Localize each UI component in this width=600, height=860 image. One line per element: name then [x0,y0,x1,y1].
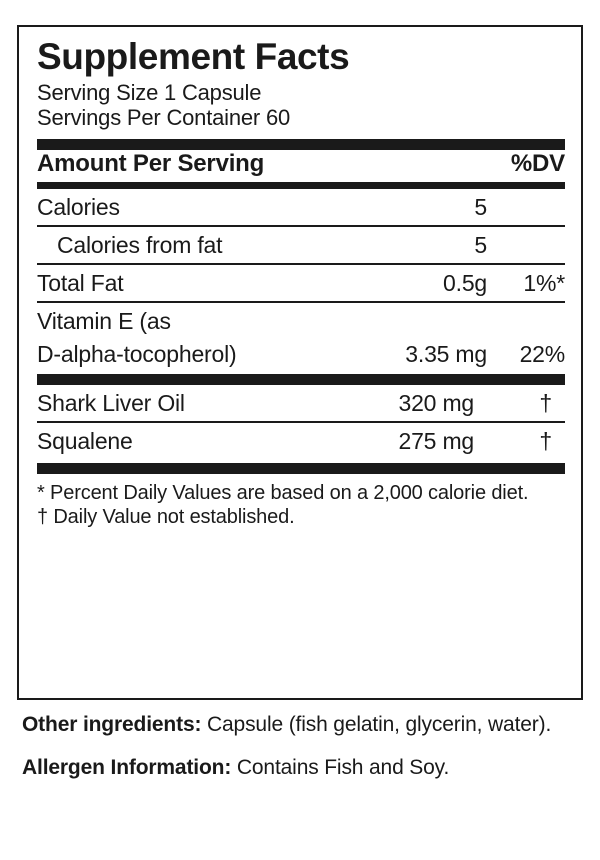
amount-per-serving-header: Amount Per Serving [37,150,265,177]
rule-divider [37,421,565,423]
allergen-information-block: Allergen Information: Contains Fish and … [22,755,584,781]
other-ingredients-text: Capsule (fish gelatin, glycerin, water). [201,713,552,736]
table-row: Squalene 275 mg † [37,428,565,454]
nutrient-amount-total-fat: 0.5g [443,270,487,296]
table-row: Calories 5 [37,194,565,220]
rule-thick-bottom [37,463,565,474]
table-row: Shark Liver Oil 320 mg † [37,390,565,416]
nutrient-dv-vitamin-e: 22% [519,341,566,367]
nutrient-name-vitamin-e-line1: Vitamin E (as [37,308,171,334]
other-ingredients-block: Other ingredients: Capsule (fish gelatin… [22,712,584,738]
rule-divider [37,301,565,303]
nutrient-name-shark-liver-oil: Shark Liver Oil [37,390,185,416]
nutrient-amount-vitamin-e: 3.35 mg [405,341,487,367]
nutrient-dv-total-fat: 1%* [523,270,565,296]
nutrient-amount-shark-liver-oil: 320 mg [398,390,474,416]
spacer [37,130,565,139]
panel-title: Supplement Facts [37,36,350,77]
footnotes-block: * Percent Daily Values are based on a 2,… [37,474,565,529]
nutrient-name-calories: Calories [37,194,120,220]
spacer [37,367,565,374]
spacer [37,334,565,341]
allergen-information-paragraph: Allergen Information: Contains Fish and … [22,755,584,781]
serving-size-text: Serving Size 1 Capsule [37,80,262,105]
supplement-facts-panel: Supplement Facts Serving Size 1 Capsule … [17,25,583,700]
rule-thick-middle [37,374,565,385]
rule-thick-top [37,139,565,150]
percent-dv-header: %DV [510,150,565,177]
other-ingredients-paragraph: Other ingredients: Capsule (fish gelatin… [22,712,584,738]
nutrient-dv-squalene: † [539,428,552,454]
table-row: D-alpha-tocopherol) 3.35 mg 22% [37,341,565,367]
footnote-dagger: † Daily Value not established. [37,506,295,528]
nutrient-name-squalene: Squalene [37,428,133,454]
rule-divider [37,263,565,265]
nutrient-amount-calories-from-fat: 5 [474,232,487,258]
below-panel-text: Other ingredients: Capsule (fish gelatin… [22,712,584,781]
servings-per-container-text: Servings Per Container 60 [37,105,291,130]
table-header-row: Amount Per Serving %DV [37,150,565,178]
nutrient-name-vitamin-e-line2: D-alpha-tocopherol) [37,341,237,367]
table-row: Total Fat 0.5g 1%* [37,270,565,296]
nutrient-name-total-fat: Total Fat [37,270,124,296]
rule-under-header [37,182,565,189]
nutrient-amount-squalene: 275 mg [398,428,474,454]
allergen-information-text: Contains Fish and Soy. [231,756,450,779]
nutrient-amount-calories: 5 [474,194,487,220]
spacer [37,454,565,463]
table-row: Calories from fat 5 [37,232,565,258]
rule-divider [37,225,565,227]
other-ingredients-heading: Other ingredients: [22,713,202,736]
footnote-percent-daily-value: * Percent Daily Values are based on a 2,… [37,482,529,504]
nutrient-dv-shark-liver-oil: † [539,390,552,416]
nutrient-name-calories-from-fat: Calories from fat [57,232,223,258]
allergen-information-heading: Allergen Information: [22,756,232,779]
